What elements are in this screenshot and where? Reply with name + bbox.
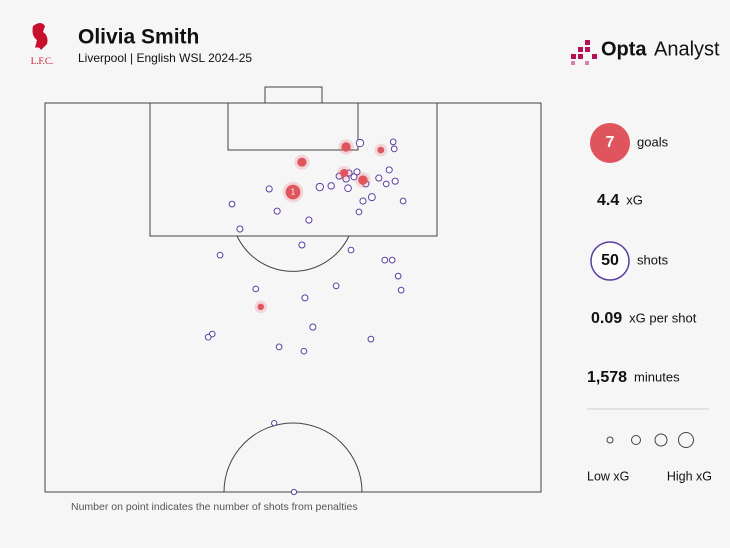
legend-high: High xG — [667, 469, 712, 483]
shot — [375, 174, 383, 182]
logo-text: L.F.C. — [31, 56, 54, 66]
legend-sizes — [606, 432, 694, 448]
goal — [340, 168, 349, 178]
shot — [327, 182, 335, 190]
goals-circle — [590, 123, 630, 163]
shot — [389, 138, 397, 146]
goal — [297, 157, 307, 167]
shot — [305, 216, 313, 224]
shot — [359, 197, 367, 205]
shot — [353, 168, 361, 176]
penalty-label: 1 — [291, 188, 296, 197]
shot — [385, 166, 393, 174]
brand-icon — [571, 40, 597, 65]
stat-value: 0.09 — [591, 310, 622, 327]
shot — [300, 347, 308, 355]
shot — [271, 420, 278, 427]
shot — [391, 177, 399, 185]
shot — [367, 335, 375, 343]
goal — [341, 142, 351, 152]
shot — [216, 251, 224, 259]
stat-value: 50 — [601, 252, 619, 269]
stat-unit: xG — [626, 192, 643, 207]
shot — [298, 241, 306, 249]
shot — [355, 138, 365, 148]
shot — [252, 285, 260, 293]
goal — [285, 184, 301, 200]
shot — [399, 197, 407, 205]
shot — [397, 286, 405, 294]
shot — [301, 294, 309, 302]
stat-unit: xG per shot — [629, 310, 697, 325]
stat-unit: minutes — [634, 369, 680, 384]
shot — [388, 256, 396, 264]
brand-analyst: Analyst — [654, 38, 720, 60]
shot — [273, 207, 281, 215]
shot — [355, 208, 363, 216]
shot — [394, 272, 402, 280]
goal — [358, 175, 368, 185]
subtitle: Liverpool | English WSL 2024-25 — [78, 51, 252, 65]
shot — [265, 185, 273, 193]
title: Olivia Smith — [78, 26, 199, 49]
shot — [350, 173, 358, 181]
pitch — [44, 86, 542, 493]
legend-low: Low xG — [587, 469, 629, 483]
lfc-logo: L.F.C. — [31, 23, 54, 66]
shot — [347, 246, 355, 254]
stat-value: 1,578 — [587, 369, 627, 386]
shot — [390, 145, 398, 153]
shot — [236, 225, 244, 233]
shot — [290, 488, 298, 496]
shot — [309, 323, 317, 331]
shot — [228, 200, 236, 208]
stat-unit: goals — [637, 134, 669, 149]
shot — [204, 333, 212, 341]
shots-circle — [590, 241, 630, 281]
stat-value: 7 — [606, 134, 615, 151]
shot — [367, 193, 376, 202]
shot — [275, 343, 283, 351]
stat-unit: shots — [637, 252, 669, 267]
shot — [382, 180, 390, 188]
shot — [315, 182, 324, 192]
goal — [257, 303, 264, 311]
footnote: Number on point indicates the number of … — [71, 501, 358, 513]
goal — [377, 146, 385, 154]
brand-opta: Opta — [601, 38, 647, 60]
shot — [381, 256, 389, 264]
shot — [344, 184, 352, 193]
stat-value: 4.4 — [597, 192, 619, 209]
shot — [332, 282, 340, 290]
